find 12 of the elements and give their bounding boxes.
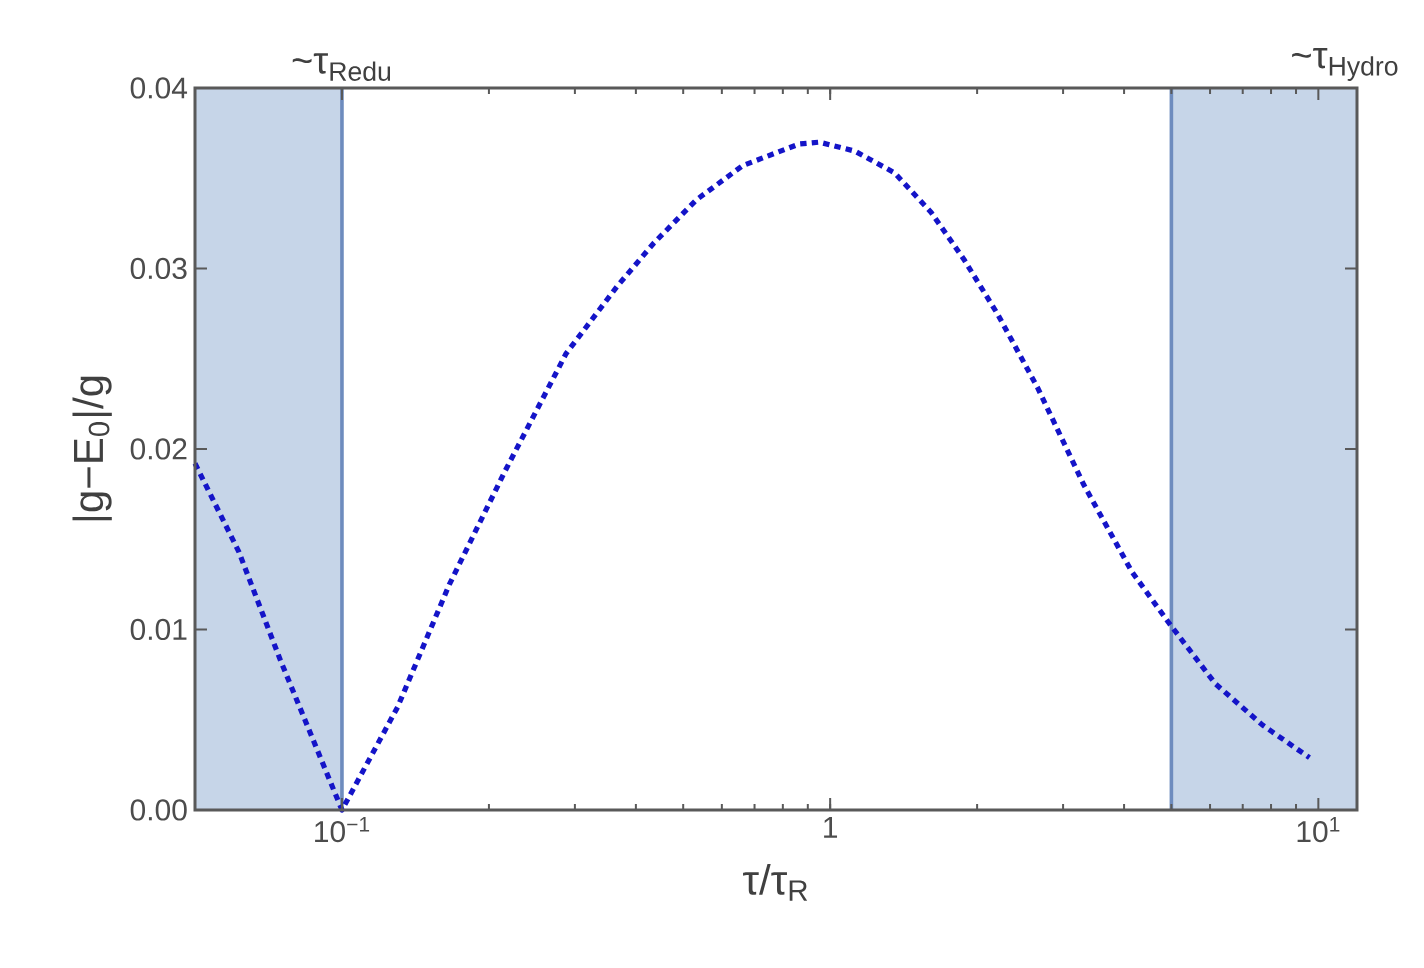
y-axis-title: |g−E$_{0}$|/g (72, 376, 112, 521)
x-tick-label: 10$^{−1}$ (315, 817, 370, 843)
y-tick-label: 0.02 (130, 438, 187, 460)
y-tick-label: 0.03 (130, 257, 187, 280)
band-label: ~τ$_{Hydro}$ (1292, 47, 1398, 81)
x-tick-label: 10$^{1}$ (1297, 817, 1340, 843)
band-label: ~τ$_{Redu}$ (292, 53, 391, 81)
y-tick-label: 0.04 (130, 77, 188, 99)
x-axis-title: τ/τ$_{R}$ (743, 863, 808, 901)
x-tick-label: 1 (824, 817, 838, 838)
y-tick-label: 0.00 (130, 799, 187, 821)
y-tick-label: 0.01 (130, 618, 187, 641)
